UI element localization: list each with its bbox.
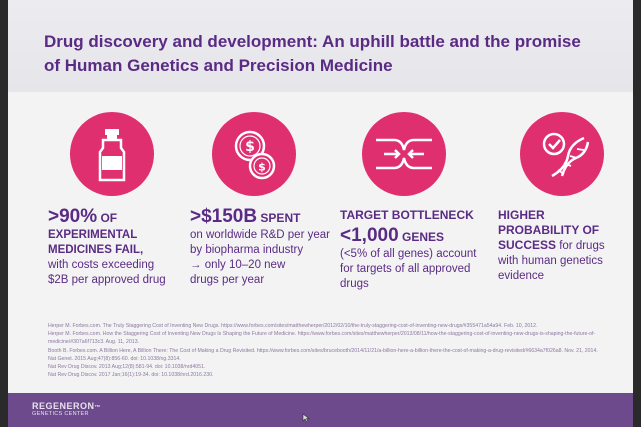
stat-column-spending: $ $ >$150B SPENT on worldwide R&D per ye… [190,112,340,288]
stat-spending-value: >$150B [190,206,258,227]
bottleneck-arrows-icon [362,112,446,196]
genetics-success: SUCCESS [498,238,557,252]
spending-line3: → only 10–20 new [190,259,286,271]
stat-column-genetics: HIGHER PROBABILITY OF SUCCESS for drugs … [498,112,633,284]
stat-spending-suffix: SPENT [257,211,301,225]
dna-check-icon [520,112,604,196]
stat-column-targets: TARGET BOTTLENECK <1,000 GENES (<5% of a… [340,112,490,292]
reference-item: Herper M. Forbes.com. How the Staggering… [48,331,596,338]
logo-subtitle: GENETICS CENTER [32,411,89,417]
coins-dollar-icon: $ $ [212,112,296,196]
svg-text:$: $ [245,139,255,155]
genetics-line1: with human genetics [498,255,603,267]
failure-line4: $2B per approved drug [48,274,166,286]
spending-line2: by biopharma industry [190,244,304,256]
presentation-slide: Drug discovery and development: An uphil… [8,0,633,427]
reference-item: Herper M. Forbes.com. The Truly Staggeri… [48,323,538,329]
failure-line3: with costs exceeding [48,259,155,271]
genetics-heading2: PROBABILITY OF [498,223,600,237]
mouse-cursor-icon [302,413,310,423]
genetics-heading1: HIGHER [498,208,545,222]
slide-title-line2: of Human Genetics and Precision Medicine [44,56,393,75]
stat-column-failure: >90% OF EXPERIMENTAL MEDICINES FAIL, wit… [48,112,198,288]
genetics-heading3: SUCCESS for drugs [498,238,633,254]
targets-line1: (<5% of all genes) account [340,248,477,260]
reference-item: Nat Rev Drug Discov. 2017 Jan;16(1):19-3… [48,372,214,379]
reference-item: Nat Rev Drug Discov. 2013 Aug;12(8):581-… [48,364,206,371]
stat-failure: >90% OF [48,206,198,228]
slide-header: Drug discovery and development: An uphil… [8,0,633,92]
slide-footer: REGENERON™ GENETICS CENTER [8,393,633,427]
genetics-line2: evidence [498,270,545,282]
spending-line4: drugs per year [190,274,265,286]
slide-title: Drug discovery and development: An uphil… [44,30,624,78]
targets-line3: drugs [340,278,369,290]
stat-targets-value: <1,000 [340,225,399,246]
stat-failure-value: >90% [48,206,98,227]
failure-line2: MEDICINES FAIL, [48,244,144,256]
targets-heading: TARGET BOTTLENECK [340,208,474,222]
logo-text: REGENERON [32,401,95,411]
genetics-heading: HIGHER PROBABILITY OF SUCCESS for drugs [498,208,633,254]
spending-line1: on worldwide R&D per year [190,229,330,241]
reference-item: Booth B. Forbes.com. A Billion Here, A B… [48,347,598,354]
failure-line1: EXPERIMENTAL [48,229,138,241]
genetics-for-drugs: for drugs [556,240,605,252]
slide-title-line1: Drug discovery and development: An uphil… [44,32,581,51]
targets-line2: for targets of all approved [340,263,471,275]
stat-targets-suffix: GENES [398,230,445,244]
svg-text:$: $ [258,161,266,174]
reference-item: Nat Genet. 2015 Aug;47(8):856-60. doi: 1… [48,355,181,362]
vial-icon [70,112,154,196]
reference-item: medicine/#307a6f713c3. Aug. 11, 2013. [48,339,140,346]
logo-trademark: ™ [94,405,102,411]
references: Herper M. Forbes.com. The Truly Staggeri… [48,322,608,379]
stat-targets: <1,000 GENES [340,225,490,247]
regeneron-logo: REGENERON™ GENETICS CENTER [32,401,101,417]
stat-failure-suffix: OF [97,211,118,225]
stat-spending: >$150B SPENT [190,206,340,228]
